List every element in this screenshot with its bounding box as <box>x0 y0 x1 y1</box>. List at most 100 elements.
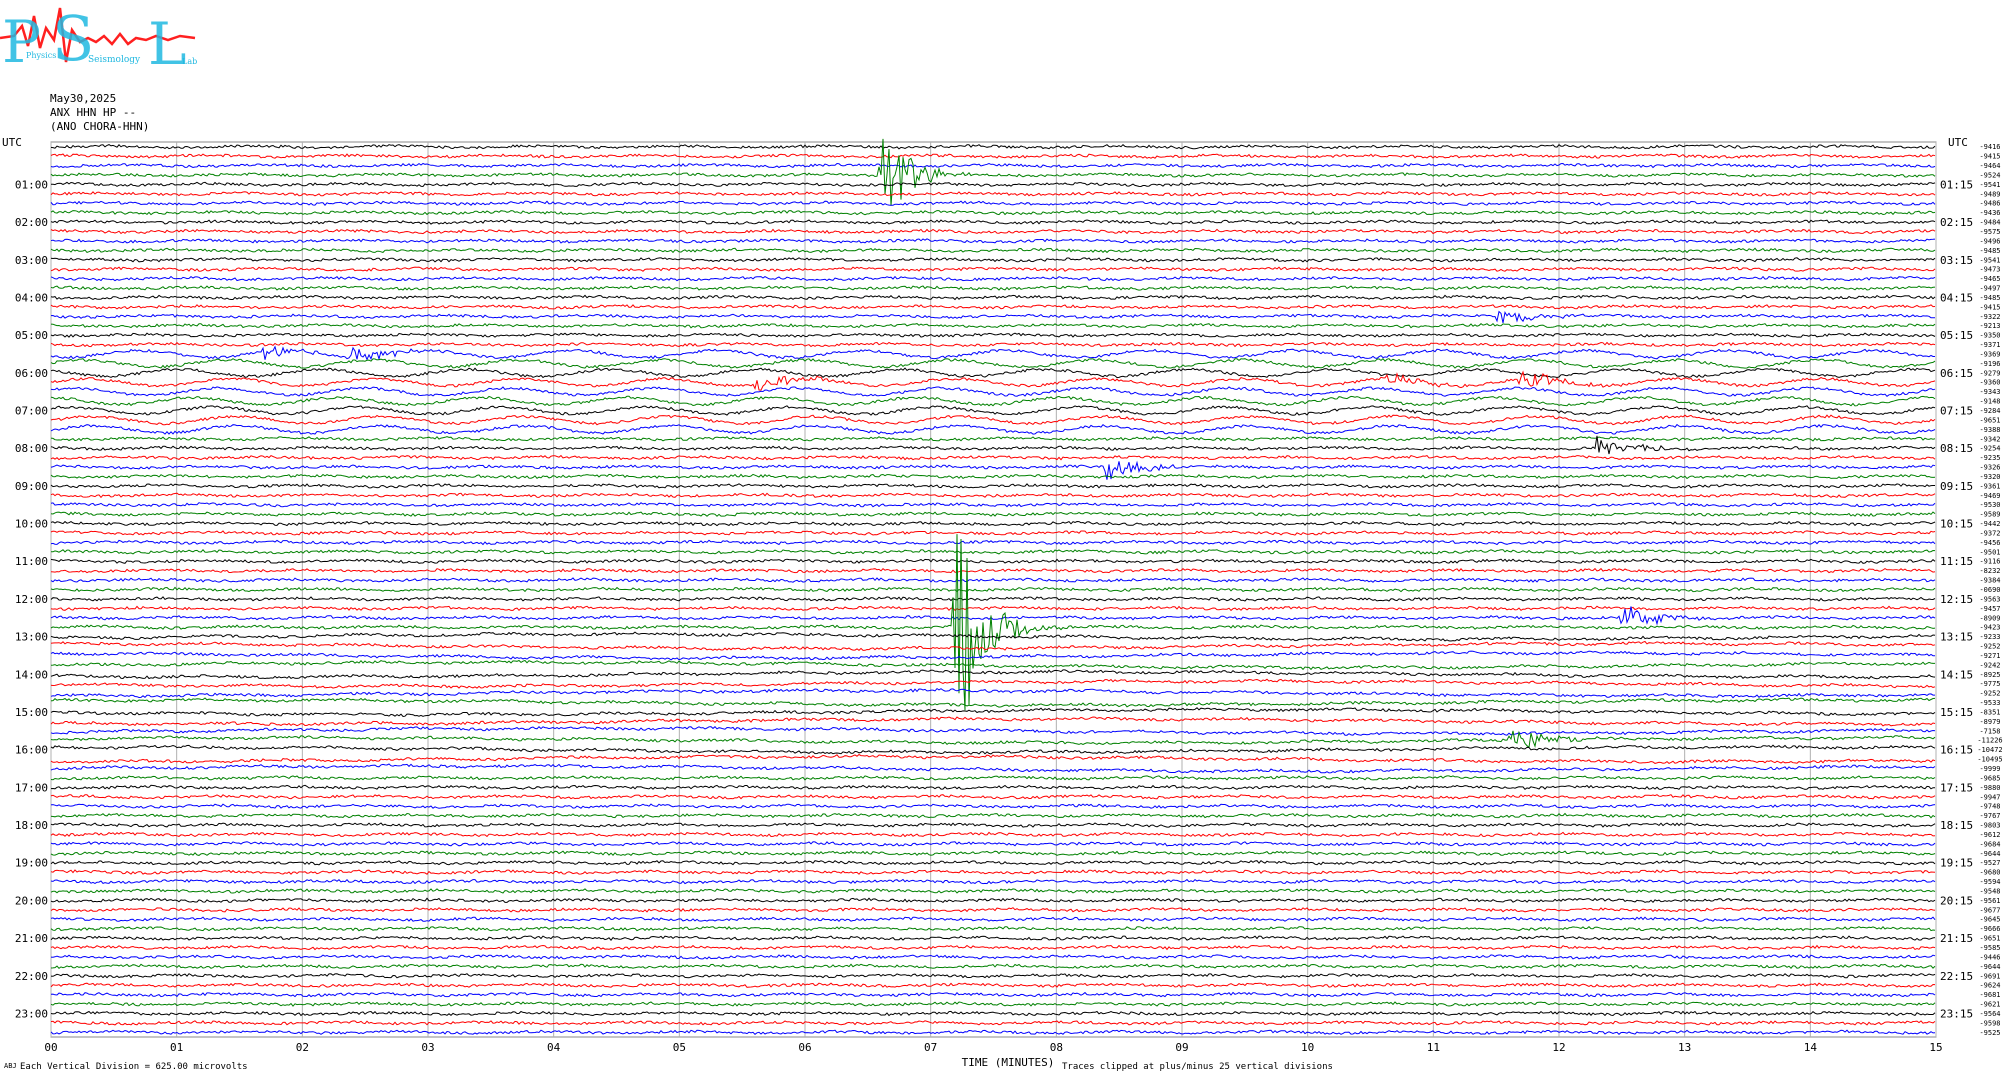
trace-offset-label: -9465 <box>1979 275 2000 283</box>
logo-word-3: Lab <box>182 57 197 66</box>
trace-line <box>50 332 1936 338</box>
trace-line <box>50 794 1936 800</box>
hour-label-left: 23:00 <box>15 1007 48 1020</box>
trace-line <box>50 511 1936 517</box>
trace-offset-label: -9677 <box>1979 906 2000 914</box>
trace-offset-label: -8925 <box>1979 671 2000 679</box>
hour-label-right: 20:15 <box>1940 894 1973 907</box>
trace-offset-label: -9369 <box>1979 350 2000 358</box>
hour-label-left: 03:00 <box>15 254 48 267</box>
trace-line <box>50 209 1936 216</box>
trace-line <box>50 423 1936 435</box>
trace-line <box>50 897 1936 904</box>
trace-line <box>50 341 1936 348</box>
trace-line <box>50 925 1936 932</box>
trace-offset-label: -9485 <box>1979 247 2000 255</box>
trace-line <box>50 285 1936 291</box>
hour-label-left: 07:00 <box>15 405 48 418</box>
trace-line <box>50 822 1936 828</box>
x-tick-label: 13 <box>1678 1041 1691 1054</box>
trace-line <box>50 357 1936 369</box>
trace-offset-label: -9415 <box>1979 303 2000 311</box>
trace-line <box>50 631 1936 642</box>
x-tick-label: 05 <box>673 1041 686 1054</box>
corner-mark: ABJ <box>4 1062 17 1070</box>
trace-line <box>50 520 1936 527</box>
x-axis-title: TIME (MINUTES) <box>962 1056 1055 1069</box>
trace-offset-label: -9803 <box>1979 822 2000 830</box>
trace-offset-label: -9213 <box>1979 322 2000 330</box>
date-label: May30,2025 <box>50 92 117 105</box>
trace-line <box>50 596 1936 602</box>
trace-offset-label: -9484 <box>1979 219 2000 227</box>
hour-label-left: 16:00 <box>15 744 48 757</box>
trace-offset-label: -9767 <box>1979 812 2000 820</box>
trace-offset-label: -9496 <box>1979 237 2000 245</box>
trace-lines <box>50 138 1936 1035</box>
trace-line <box>50 454 1936 461</box>
trace-line <box>50 200 1936 206</box>
trace-offset-label: -9548 <box>1979 887 2000 895</box>
hour-label-left: 02:00 <box>15 216 48 229</box>
x-tick-label: 10 <box>1301 1041 1314 1054</box>
hour-label-right: 04:15 <box>1940 291 1973 304</box>
logo-letter-p: P <box>2 8 41 70</box>
trace-offset-label: -9624 <box>1979 982 2000 990</box>
trace-offset-label: -9464 <box>1979 162 2000 170</box>
hour-label-left: 11:00 <box>15 555 48 568</box>
trace-offset-label: -9621 <box>1979 1001 2000 1009</box>
hour-label-right: 10:15 <box>1940 518 1973 531</box>
trace-offset-label: -9416 <box>1979 143 2000 151</box>
trace-offset-label: -9372 <box>1979 529 2000 537</box>
trace-line <box>50 730 1936 749</box>
trace-offset-label: -9371 <box>1979 341 2000 349</box>
trace-line <box>50 763 1936 774</box>
trace-offset-label: -9343 <box>1979 388 2000 396</box>
trace-offset-label: -9456 <box>1979 539 2000 547</box>
scale-note: Each Vertical Division = 625.00 microvol… <box>20 1062 248 1072</box>
right-axis-title: UTC <box>1948 136 1968 149</box>
trace-line <box>50 395 1936 407</box>
x-tick-label: 07 <box>924 1041 937 1054</box>
trace-offset-label: -9360 <box>1979 379 2000 387</box>
trace-line <box>50 294 1936 301</box>
trace-offset-label: -9279 <box>1979 369 2000 377</box>
hour-label-right: 23:15 <box>1940 1007 1973 1020</box>
trace-line <box>50 907 1936 913</box>
hour-label-right: 08:15 <box>1940 442 1973 455</box>
hour-label-left: 09:00 <box>15 480 48 493</box>
trace-line <box>50 944 1936 951</box>
trace-offset-label: -9415 <box>1979 153 2000 161</box>
trace-line <box>50 640 1936 651</box>
hour-label-left: 22:00 <box>15 970 48 983</box>
trace-offset-label: -7158 <box>1979 727 2000 735</box>
trace-line <box>50 367 1936 379</box>
trace-line <box>50 860 1936 866</box>
trace-offset-label: -9486 <box>1979 200 2000 208</box>
x-tick-label: 08 <box>1050 1041 1063 1054</box>
trace-offset-label: -9999 <box>1979 765 2000 773</box>
trace-line <box>50 697 1936 708</box>
trace-line <box>50 501 1936 508</box>
trace-offset-label: -9252 <box>1979 690 2000 698</box>
trace-offset-label: -9651 <box>1979 416 2000 424</box>
x-tick-label: 06 <box>798 1041 811 1054</box>
trace-offset-label: -9564 <box>1979 1010 2000 1018</box>
trace-offset-label: -9681 <box>1979 991 2000 999</box>
trace-line <box>50 812 1936 819</box>
trace-line <box>50 567 1936 574</box>
trace-offset-label: -8232 <box>1979 567 2000 575</box>
trace-offset-label: -9469 <box>1979 492 2000 500</box>
trace-offset-label: -9242 <box>1979 661 2000 669</box>
hour-label-right: 01:15 <box>1940 178 1973 191</box>
hour-label-right: 14:15 <box>1940 668 1973 681</box>
trace-offset-label: -11226 <box>1977 737 2002 745</box>
hour-label-left: 08:00 <box>15 442 48 455</box>
trace-offset-label: -9384 <box>1979 577 2000 585</box>
trace-offset-label: -9485 <box>1979 294 2000 302</box>
trace-offset-label: -9446 <box>1979 953 2000 961</box>
trace-offset-label: -9196 <box>1979 360 2000 368</box>
hour-label-left: 18:00 <box>15 819 48 832</box>
trace-offset-label: -9589 <box>1979 511 2000 519</box>
logo-letter-s: S <box>52 2 94 70</box>
